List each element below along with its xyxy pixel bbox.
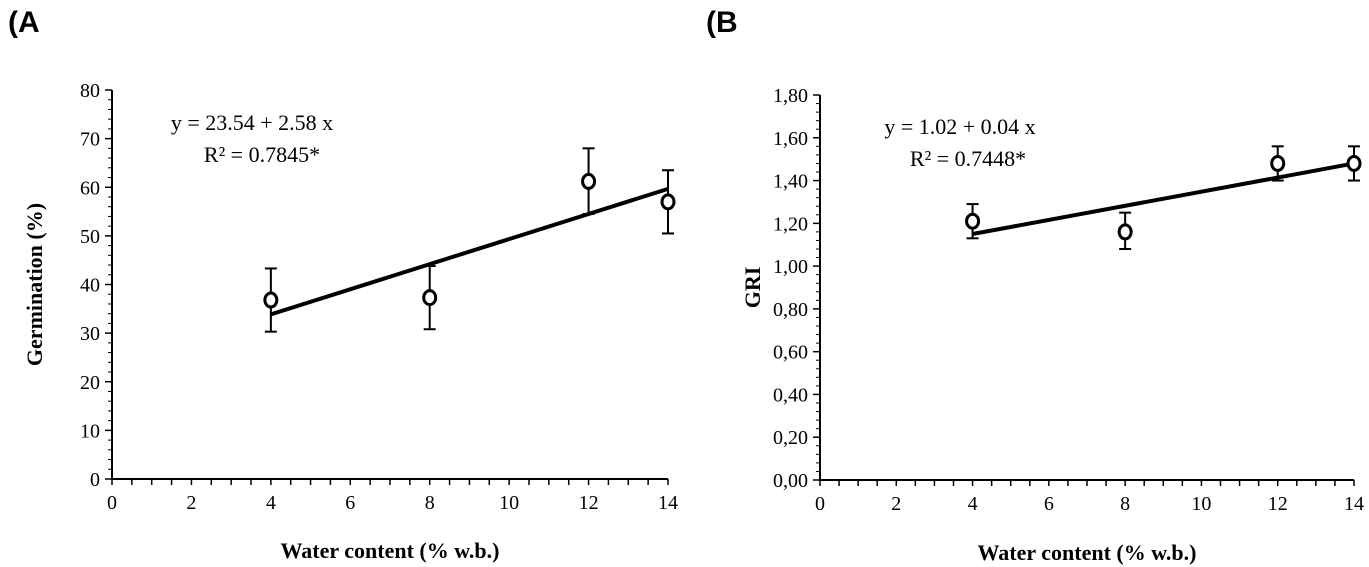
y-axis-title-a: Germination (%) bbox=[22, 203, 47, 366]
x-axis-title-b: Water content (% w.b.) bbox=[978, 540, 1197, 565]
panel-label-a: (A bbox=[8, 6, 40, 39]
x-tick-label-a: 4 bbox=[266, 492, 276, 514]
y-tick-label-a: 80 bbox=[80, 80, 100, 102]
y-tick-label-a: 30 bbox=[80, 323, 100, 345]
x-tick-label-b: 12 bbox=[1268, 493, 1288, 515]
y-tick-label-b: 0,80 bbox=[773, 299, 808, 321]
y-tick-label-a: 70 bbox=[80, 129, 100, 151]
x-tick-label-a: 8 bbox=[425, 492, 435, 514]
data-point-a bbox=[422, 289, 438, 307]
x-tick-label-b: 8 bbox=[1120, 493, 1130, 515]
x-tick-label-a: 0 bbox=[107, 492, 117, 514]
panel-label-b: (B bbox=[706, 6, 738, 39]
y-tick-label-b: 1,40 bbox=[773, 171, 808, 193]
y-tick-label-b: 1,20 bbox=[773, 213, 808, 235]
x-tick-label-b: 2 bbox=[891, 493, 901, 515]
data-point-a bbox=[660, 193, 676, 211]
r-squared-label-b: R² = 0.7448* bbox=[910, 146, 1026, 171]
data-point-a bbox=[581, 172, 597, 190]
data-point-a bbox=[263, 291, 279, 309]
equation-label-a: y = 23.54 + 2.58 x bbox=[171, 110, 333, 135]
y-tick-label-a: 10 bbox=[80, 420, 100, 442]
y-tick-label-b: 0,60 bbox=[773, 342, 808, 364]
y-tick-label-b: 1,00 bbox=[773, 256, 808, 278]
y-tick-label-b: 0,00 bbox=[773, 470, 808, 492]
x-tick-label-a: 10 bbox=[499, 492, 519, 514]
x-axis-title-a: Water content (% w.b.) bbox=[281, 538, 500, 563]
x-tick-label-a: 6 bbox=[345, 492, 355, 514]
r-squared-label-a: R² = 0.7845* bbox=[204, 142, 320, 167]
y-tick-label-a: 20 bbox=[80, 372, 100, 394]
data-point-b bbox=[965, 212, 981, 230]
x-tick-label-b: 10 bbox=[1191, 493, 1211, 515]
x-tick-label-b: 6 bbox=[1044, 493, 1054, 515]
fit-line-a bbox=[270, 186, 669, 317]
x-tick-label-a: 2 bbox=[186, 492, 196, 514]
y-tick-label-a: 60 bbox=[80, 177, 100, 199]
y-tick-label-b: 0,20 bbox=[773, 427, 808, 449]
y-axis-title-b: GRI bbox=[740, 267, 765, 309]
y-tick-label-b: 1,60 bbox=[773, 128, 808, 150]
data-point-b bbox=[1270, 154, 1286, 172]
y-tick-label-b: 0,40 bbox=[773, 384, 808, 406]
x-tick-label-b: 14 bbox=[1344, 493, 1364, 515]
equation-label-b: y = 1.02 + 0.04 x bbox=[884, 114, 1035, 139]
y-tick-label-b: 1,80 bbox=[773, 85, 808, 107]
y-tick-label-a: 40 bbox=[80, 275, 100, 297]
data-point-b bbox=[1117, 223, 1133, 241]
x-tick-label-b: 0 bbox=[815, 493, 825, 515]
data-point-b bbox=[1346, 154, 1362, 172]
y-tick-label-a: 50 bbox=[80, 226, 100, 248]
y-tick-label-a: 0 bbox=[90, 469, 100, 491]
x-tick-label-a: 14 bbox=[658, 492, 678, 514]
x-tick-label-b: 4 bbox=[968, 493, 978, 515]
fit-line-b bbox=[972, 161, 1355, 236]
x-tick-label-a: 12 bbox=[579, 492, 599, 514]
